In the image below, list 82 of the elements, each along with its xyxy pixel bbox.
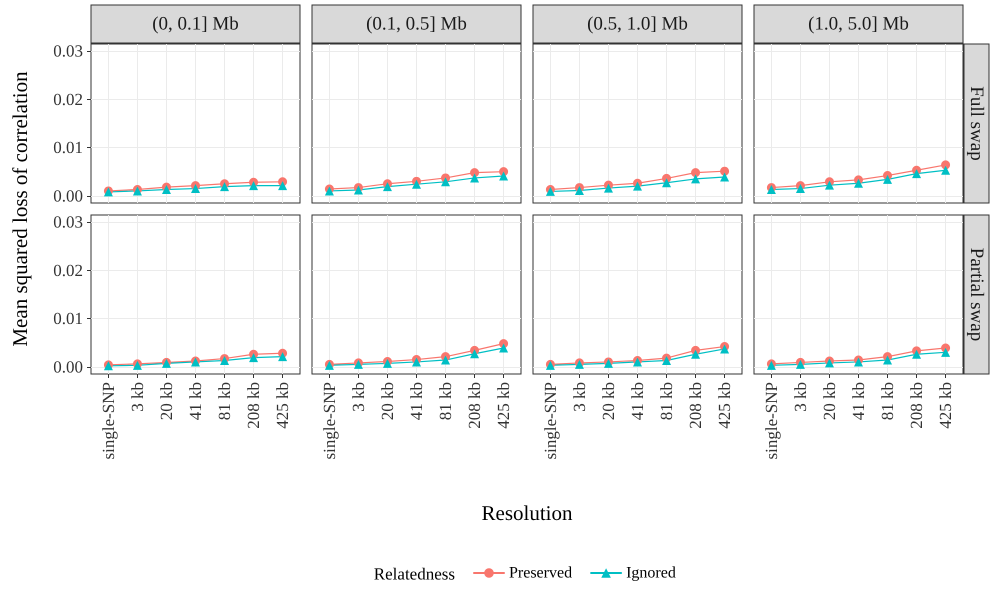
x-tick-label: 81 kb xyxy=(436,382,456,420)
x-tick-label: 3 kb xyxy=(790,382,810,412)
x-tick-label: 425 kb xyxy=(936,382,956,429)
point xyxy=(278,181,288,190)
point xyxy=(941,348,950,357)
y-tick-label: 0.01 xyxy=(53,309,83,328)
x-tick-label: single-SNP xyxy=(98,382,118,460)
legend-label: Preserved xyxy=(509,564,572,582)
x-tick-label: 208 kb xyxy=(244,382,264,429)
x-axis-title: Resolution xyxy=(481,501,573,525)
point xyxy=(883,174,892,184)
point xyxy=(941,166,950,175)
chart-title: (0, 0.1] Mb xyxy=(152,14,239,34)
point xyxy=(854,178,863,188)
x-tick-label: 81 kb xyxy=(878,382,898,420)
x-tick-label: 41 kb xyxy=(849,382,868,420)
y-axis-title: Mean squared loss of correlation xyxy=(8,70,32,347)
x-tick-label: 208 kb xyxy=(465,382,484,429)
x-tick-label: 41 kb xyxy=(628,382,647,420)
point xyxy=(912,350,922,359)
x-tick-label: 3 kb xyxy=(128,382,147,412)
point xyxy=(412,180,421,189)
x-tick-label: 208 kb xyxy=(686,382,706,429)
y-tick-label: 0.01 xyxy=(53,138,83,158)
point xyxy=(574,186,584,195)
point xyxy=(720,172,730,182)
point xyxy=(824,180,834,190)
x-tick-label: single-SNP xyxy=(762,382,781,460)
x-tick-label: 20 kb xyxy=(820,382,839,420)
point xyxy=(278,352,288,362)
point xyxy=(470,168,480,178)
y-tick-label: 0.03 xyxy=(53,212,83,232)
x-tick-label: 81 kb xyxy=(215,382,234,420)
point xyxy=(220,182,230,192)
x-tick-label: 3 kb xyxy=(348,382,368,412)
y-tick-label: 0.02 xyxy=(53,90,83,109)
point xyxy=(691,350,700,359)
point xyxy=(796,184,805,194)
point xyxy=(662,178,672,188)
x-tick-label: 20 kb xyxy=(156,382,176,420)
point xyxy=(691,174,700,184)
point xyxy=(470,173,480,182)
x-tick-label: 81 kb xyxy=(657,382,676,420)
point xyxy=(441,356,450,365)
point xyxy=(441,177,450,186)
point xyxy=(604,184,613,193)
x-tick-label: 41 kb xyxy=(407,382,426,420)
text: Partial swap xyxy=(966,248,987,342)
text: Full swap xyxy=(966,86,987,161)
point xyxy=(382,182,392,192)
x-tick-label: 3 kb xyxy=(570,382,589,412)
point xyxy=(470,349,480,358)
y-tick-label: 0.00 xyxy=(53,186,83,206)
chart-title: (1.0, 5.0] Mb xyxy=(808,14,909,34)
point xyxy=(633,182,642,191)
point xyxy=(162,185,171,194)
chart-title: (0.1, 0.5] Mb xyxy=(366,14,467,34)
chart-title: (0.5, 1.0] Mb xyxy=(587,14,688,34)
point xyxy=(662,356,672,366)
y-tick-label: 0.02 xyxy=(53,260,83,280)
x-tick-label: 20 kb xyxy=(378,382,397,420)
point xyxy=(249,353,258,362)
x-tick-label: 20 kb xyxy=(598,382,618,420)
point xyxy=(912,169,922,178)
y-tick-label: 0.00 xyxy=(53,357,83,376)
point xyxy=(720,166,730,176)
y-tick-label: 0.03 xyxy=(53,42,83,61)
point xyxy=(499,172,508,181)
x-tick-label: 425 kb xyxy=(273,382,292,429)
point xyxy=(691,168,700,178)
x-tick-label: 425 kb xyxy=(715,382,734,429)
x-tick-label: 208 kb xyxy=(907,382,926,429)
x-tick-label: single-SNP xyxy=(540,382,560,460)
point xyxy=(499,343,508,352)
point xyxy=(883,356,892,365)
x-tick-label: single-SNP xyxy=(320,382,339,460)
point xyxy=(191,184,200,194)
x-tick-label: 41 kb xyxy=(186,382,205,420)
legend-label: Ignored xyxy=(626,564,676,582)
x-tick-label: 425 kb xyxy=(494,382,514,429)
point xyxy=(249,181,258,190)
legend-title: Relatedness xyxy=(374,564,455,584)
